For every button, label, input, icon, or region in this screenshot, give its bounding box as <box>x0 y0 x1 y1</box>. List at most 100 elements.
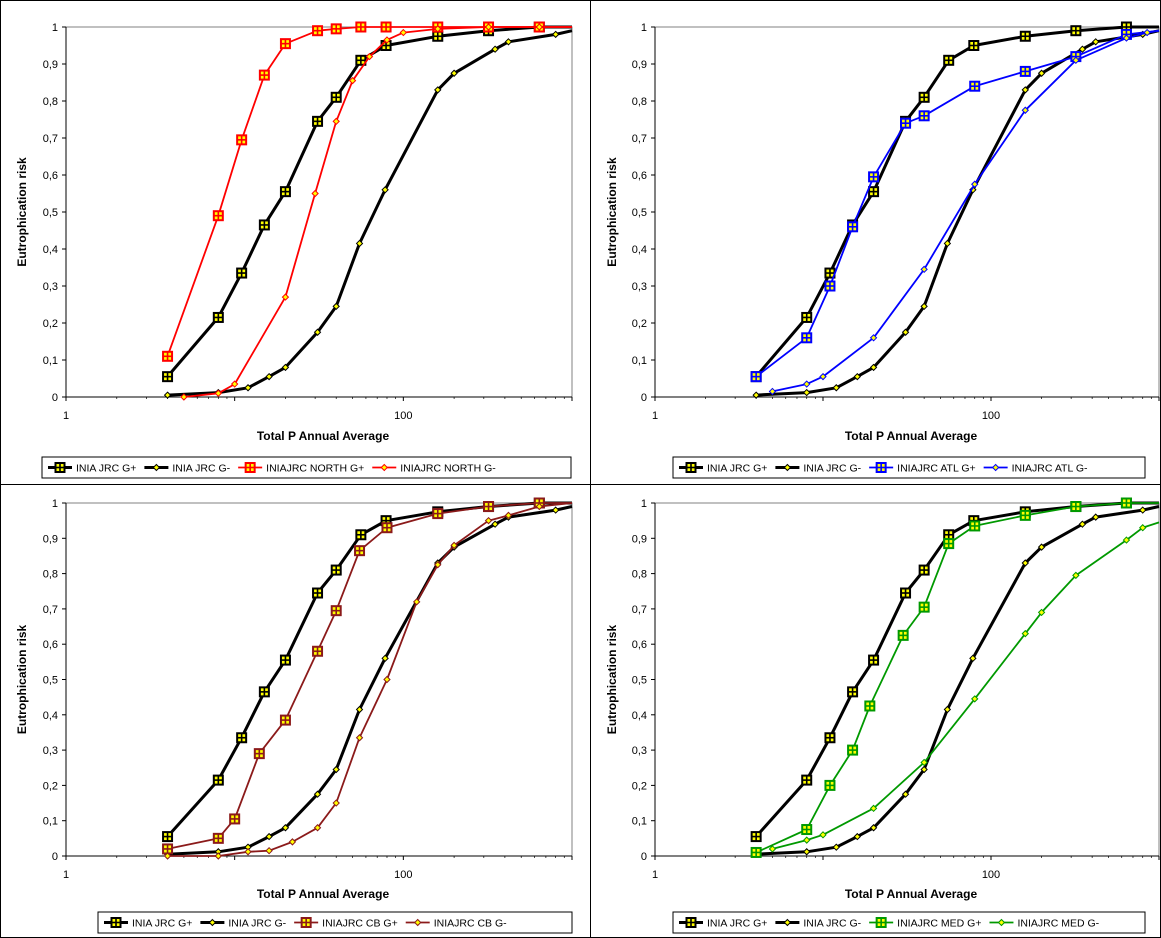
data-point <box>434 25 442 33</box>
series-2 <box>163 29 573 399</box>
legend-swatch-marker <box>875 917 887 928</box>
data-point <box>768 387 777 396</box>
data-point <box>244 848 252 856</box>
data-point <box>330 91 342 103</box>
legend-item: INIA JRC G- <box>775 918 862 930</box>
data-point <box>920 765 928 774</box>
data-point <box>214 852 223 860</box>
series-line <box>772 29 1160 393</box>
y-tick-label: 0,2 <box>632 318 647 330</box>
data-point <box>943 538 955 550</box>
legend-box <box>97 911 573 934</box>
legend-item: INIA JRC G- <box>775 463 862 475</box>
series-line <box>755 29 1160 378</box>
x-axis-title: Total P Annual Average <box>845 429 978 443</box>
y-tick-label: 0 <box>641 851 647 863</box>
x-tick-label: 1 <box>63 869 69 881</box>
data-point <box>943 239 952 248</box>
data-point <box>236 134 248 146</box>
data-point <box>1021 86 1029 94</box>
y-tick-label: 0,3 <box>632 745 647 757</box>
legend-item: INIAJRC NORTH G+ <box>238 462 364 475</box>
data-point <box>971 180 979 188</box>
data-point <box>1072 56 1080 65</box>
data-point <box>450 541 458 550</box>
data-point <box>313 824 322 832</box>
data-point <box>244 384 252 392</box>
x-tick-label: 1 <box>652 869 658 881</box>
legend-item: INIAJRC CB G- <box>405 918 507 930</box>
y-tick-label: 0,9 <box>632 59 647 71</box>
x-axis-title: Total P Annual Average <box>257 887 390 901</box>
data-point <box>312 115 324 127</box>
data-point <box>801 774 813 786</box>
data-point <box>853 832 861 841</box>
legend-label: INIA JRC G- <box>228 918 286 930</box>
legend-swatch-marker <box>783 463 792 472</box>
data-point <box>847 744 859 756</box>
series-layer <box>162 497 573 860</box>
data-point <box>918 110 930 122</box>
legend-swatch-marker <box>783 918 792 927</box>
plot-area <box>654 26 1160 398</box>
data-point <box>412 598 421 606</box>
y-tick-label: 0,7 <box>43 604 58 616</box>
data-point <box>281 293 290 301</box>
data-point <box>332 302 340 311</box>
data-point <box>847 221 859 233</box>
data-point <box>355 734 364 742</box>
data-point <box>1120 497 1132 509</box>
y-tick-label: 0,6 <box>632 170 647 182</box>
data-point <box>383 36 391 44</box>
legend-label: INIAJRC CB G+ <box>322 918 398 930</box>
series-1 <box>750 21 1159 383</box>
series-line <box>183 26 572 398</box>
data-point <box>313 328 322 336</box>
legend: INIA JRC G+ INIA JRC G- INIAJRC CB G+ INIAJ… <box>97 911 573 934</box>
data-point <box>258 219 270 231</box>
data-point <box>918 601 930 613</box>
data-point <box>752 391 760 399</box>
chart-panel-2: 0 0,1 0,2 0,3 0,4 0,5 0,6 0,7 0,8 0,9 1 1 100 Total P… <box>605 21 1160 479</box>
data-point <box>312 25 324 37</box>
data-point <box>847 686 859 698</box>
data-point <box>824 779 836 791</box>
legend-label: INIAJRC ATL G- <box>1012 463 1088 475</box>
x-tick-label: 1 <box>652 410 658 422</box>
data-point <box>484 23 493 31</box>
legend-label: INIA JRC G+ <box>76 463 136 475</box>
data-point <box>969 80 981 92</box>
data-point <box>281 824 290 832</box>
data-point <box>355 21 367 33</box>
x-tick-label: 100 <box>982 869 1000 881</box>
legend-label: INIAJRC ATL G+ <box>897 463 975 475</box>
data-point <box>230 380 239 388</box>
legend: INIA JRC G+ INIA JRC G- INIAJRC ATL G+ INIA… <box>672 456 1146 479</box>
y-tick-label: 0,5 <box>632 675 647 687</box>
legend-label: INIA JRC G+ <box>707 463 767 475</box>
data-point <box>897 629 909 641</box>
data-point <box>265 846 273 855</box>
data-point <box>1091 38 1100 46</box>
data-point <box>803 848 811 856</box>
data-point <box>281 363 290 372</box>
data-point <box>768 845 777 853</box>
data-point <box>279 654 291 666</box>
data-point <box>869 363 878 372</box>
y-tick-label: 0,9 <box>43 59 58 71</box>
y-tick-label: 0,6 <box>43 639 58 651</box>
data-point <box>180 393 188 401</box>
legend-box <box>672 911 1146 934</box>
series-3 <box>750 28 1160 383</box>
legend-item: INIA JRC G+ <box>679 917 767 930</box>
legend-swatch-marker <box>300 917 312 928</box>
series-3 <box>162 497 572 855</box>
data-point <box>212 832 224 844</box>
legend-swatch-marker <box>414 918 422 927</box>
y-tick-label: 0,2 <box>632 780 647 792</box>
data-point <box>313 790 322 798</box>
plot-area <box>654 502 1160 857</box>
data-point <box>312 645 324 657</box>
data-point <box>365 52 374 61</box>
y-tick-label: 0,4 <box>632 710 647 722</box>
